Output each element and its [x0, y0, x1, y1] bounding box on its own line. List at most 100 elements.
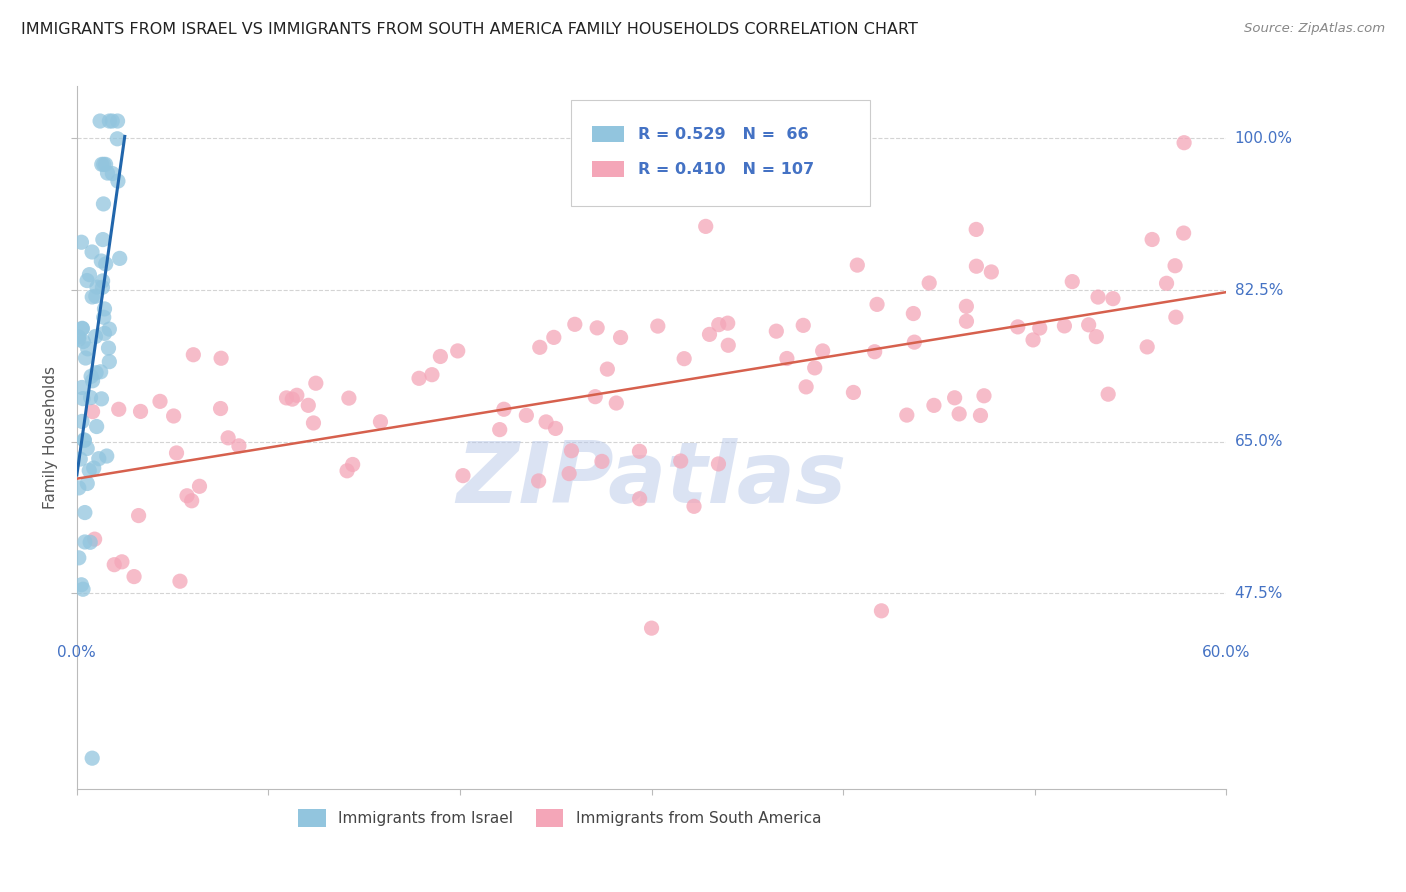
Point: [922, 398, 945, 412]
Point: [803, 360, 825, 375]
Text: Source: ZipAtlas.com: Source: ZipAtlas.com: [1244, 22, 1385, 36]
Point: [79, 268, 101, 282]
Point: [122, 569, 145, 583]
Point: [1085, 329, 1108, 343]
Point: [1173, 226, 1195, 240]
Point: [1053, 318, 1076, 333]
Point: [965, 222, 987, 236]
Point: [107, 174, 129, 188]
Point: [76, 274, 98, 288]
Point: [93, 157, 115, 171]
Point: [695, 219, 717, 234]
Point: [564, 318, 586, 332]
Point: [180, 493, 202, 508]
Point: [69, 452, 91, 467]
Text: 100.0%: 100.0%: [1234, 131, 1292, 146]
Point: [717, 338, 740, 352]
Point: [534, 415, 557, 429]
Point: [76, 342, 98, 356]
Point: [86, 419, 108, 434]
Point: [83, 532, 105, 546]
Point: [91, 280, 114, 294]
Point: [811, 343, 834, 358]
Point: [82, 404, 104, 418]
Point: [969, 409, 991, 423]
Point: [980, 265, 1002, 279]
Point: [918, 276, 941, 290]
Point: [285, 388, 308, 402]
Legend: Immigrants from Israel, Immigrants from South America: Immigrants from Israel, Immigrants from …: [292, 803, 827, 833]
Point: [707, 318, 730, 332]
Point: [75, 351, 97, 365]
Point: [628, 491, 651, 506]
Point: [669, 454, 692, 468]
Text: R = 0.410   N = 107: R = 0.410 N = 107: [638, 161, 814, 177]
Point: [896, 408, 918, 422]
Point: [93, 197, 115, 211]
Point: [955, 299, 977, 313]
Text: 0.0%: 0.0%: [58, 645, 96, 659]
Point: [560, 443, 582, 458]
Point: [107, 114, 129, 128]
Point: [67, 332, 90, 346]
Point: [305, 376, 328, 391]
Point: [558, 467, 581, 481]
Point: [765, 324, 787, 338]
Point: [101, 114, 124, 128]
Point: [176, 489, 198, 503]
FancyBboxPatch shape: [592, 161, 624, 177]
Point: [73, 433, 96, 447]
Point: [98, 114, 121, 128]
Point: [609, 330, 631, 344]
Point: [717, 316, 740, 330]
Point: [342, 458, 364, 472]
Point: [93, 326, 115, 341]
Point: [77, 463, 100, 477]
Point: [67, 550, 90, 565]
Point: [776, 351, 799, 366]
Point: [408, 371, 430, 385]
Point: [276, 391, 298, 405]
Y-axis label: Family Households: Family Households: [44, 366, 58, 509]
Point: [337, 391, 360, 405]
Point: [84, 289, 107, 303]
Point: [70, 380, 93, 394]
Point: [1097, 387, 1119, 401]
Point: [70, 578, 93, 592]
Point: [98, 322, 121, 336]
Point: [1007, 319, 1029, 334]
Text: 60.0%: 60.0%: [1202, 645, 1250, 659]
Point: [1156, 277, 1178, 291]
Point: [863, 344, 886, 359]
Point: [1102, 292, 1125, 306]
Text: 47.5%: 47.5%: [1234, 586, 1282, 601]
Point: [111, 555, 134, 569]
Point: [86, 280, 108, 294]
Point: [93, 301, 115, 316]
Point: [108, 252, 131, 266]
Point: [281, 392, 304, 406]
Point: [488, 423, 510, 437]
Point: [89, 114, 111, 128]
Point: [1062, 275, 1084, 289]
Point: [84, 329, 107, 343]
Point: [83, 461, 105, 475]
Point: [209, 351, 232, 366]
Point: [1022, 333, 1045, 347]
Point: [1136, 340, 1159, 354]
Point: [1140, 232, 1163, 246]
Point: [188, 479, 211, 493]
Point: [583, 390, 606, 404]
Point: [101, 167, 124, 181]
Point: [87, 451, 110, 466]
Point: [1087, 290, 1109, 304]
Point: [79, 535, 101, 549]
Point: [955, 314, 977, 328]
Point: [492, 402, 515, 417]
Point: [107, 402, 129, 417]
Point: [93, 310, 115, 325]
Point: [866, 297, 889, 311]
Point: [73, 434, 96, 448]
Point: [70, 414, 93, 428]
Point: [82, 751, 104, 765]
